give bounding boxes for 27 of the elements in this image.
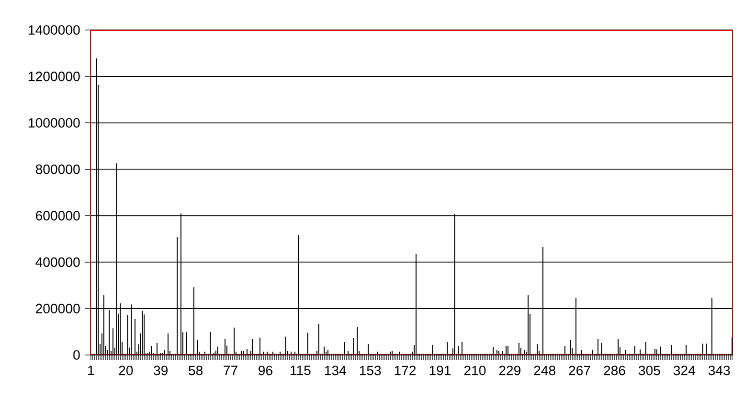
x-tick-label: 210 [464, 366, 486, 376]
x-tick-label: 229 [499, 366, 520, 376]
x-tick-label: 134 [325, 366, 346, 376]
x-tick-label: 267 [569, 366, 590, 376]
x-tick-label: 58 [188, 366, 203, 376]
y-tick-label: 1000000 [28, 118, 80, 128]
x-tick-label: 39 [154, 366, 168, 376]
x-tick-label: 115 [290, 366, 311, 376]
y-tick-label: 0 [73, 350, 80, 360]
x-tick-label: 343 [708, 366, 730, 376]
x-tick-label: 77 [224, 366, 238, 375]
x-tick-label: 153 [360, 366, 381, 376]
x-tick-label: 324 [674, 366, 696, 376]
x-tick-label: 20 [118, 366, 133, 376]
x-tick-label: 191 [430, 366, 451, 376]
x-tick-label: 172 [394, 366, 416, 376]
x-tick-label: 248 [534, 366, 556, 376]
y-tick-label: 1400000 [28, 25, 80, 35]
x-tick-label: 305 [638, 366, 660, 376]
x-tick-label: 96 [258, 366, 272, 376]
y-tick-label: 600000 [36, 210, 80, 220]
y-tick-label: 1200000 [28, 72, 80, 82]
y-tick-label: 400000 [36, 257, 80, 267]
y-tick-label: 800000 [36, 164, 80, 174]
y-tick-label: 200000 [36, 304, 80, 314]
x-tick-label: 286 [604, 366, 626, 376]
x-tick-label: 1 [88, 366, 94, 375]
